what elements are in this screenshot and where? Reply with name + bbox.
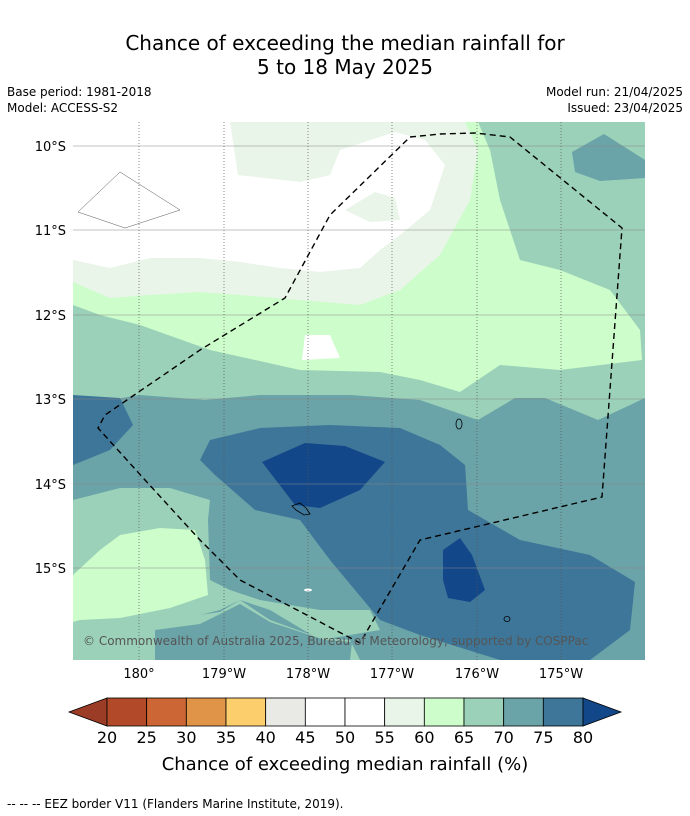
island-outline (291, 502, 311, 516)
lat-label: 15°S (35, 562, 66, 577)
colorbar-tick-label: 55 (374, 728, 394, 747)
lat-label: 12°S (35, 309, 66, 324)
colorbar-segment (542, 697, 584, 727)
band-60-65-sw (73, 528, 208, 622)
colorbar-tick-label: 35 (216, 728, 236, 747)
island-outline (455, 418, 463, 430)
colorbar-segment (265, 697, 306, 727)
colorbar-segment (463, 697, 505, 727)
model-name: Model: ACCESS-S2 (7, 101, 119, 115)
lon-labels: 180° 179°W 178°W 177°W 176°W 175°W (123, 667, 583, 682)
colorbar-segment (146, 697, 187, 727)
patch-80-southeast (443, 538, 485, 602)
map-area: © Commonwealth of Australia 2025, Bureau… (73, 122, 645, 660)
lat-label: 11°S (35, 224, 66, 239)
title-line-2: 5 to 18 May 2025 (257, 55, 433, 79)
colorbar-tick-label: 40 (255, 728, 275, 747)
meta-left: Base period: 1981-2018 Model: ACCESS-S2 (7, 84, 152, 116)
colorbar-segment (304, 697, 346, 727)
colorbar-tick-label: 45 (295, 728, 315, 747)
lon-label: 180° (123, 667, 154, 682)
colorbar-arrow-low (67, 697, 108, 727)
issued-date: Issued: 23/04/2025 (567, 101, 683, 115)
patch-55-60-center (345, 192, 400, 222)
band-45-55 (73, 122, 445, 272)
meta-right: Model run: 21/04/2025 Issued: 23/04/2025 (546, 84, 683, 116)
colorbar-segment (503, 697, 544, 727)
colorbar-segment (344, 697, 386, 727)
band-70-75-south (155, 604, 352, 660)
lat-label: 10°S (35, 140, 66, 155)
lon-label: 178°W (286, 667, 330, 682)
lat-labels: 10°S 11°S 12°S 13°S 14°S 15°S (35, 140, 66, 577)
colorbar-tick-label: 65 (454, 728, 474, 747)
colorbar-segment (225, 697, 267, 727)
colorbar-tick-label: 30 (176, 728, 196, 747)
lon-label: 176°W (455, 667, 499, 682)
colorbar: 20 25 30 35 40 45 50 55 60 65 70 75 80 (67, 697, 623, 747)
colorbar-tick-label: 20 (97, 728, 117, 747)
chart-title: Chance of exceeding the median rainfall … (0, 31, 690, 79)
colorbar-tick-label: 50 (335, 728, 355, 747)
colorbar-segment (106, 697, 148, 727)
eez-footnote: -- -- -- EEZ border V11 (Flanders Marine… (7, 797, 344, 811)
colorbar-tick-label: 75 (533, 728, 553, 747)
lon-label: 175°W (539, 667, 583, 682)
patch-80-center (262, 443, 385, 508)
colorbar-segment (185, 697, 227, 727)
colorbar-segment (423, 697, 465, 727)
lon-label: 179°W (202, 667, 246, 682)
colorbar-segment (384, 697, 425, 727)
copyright-text: © Commonwealth of Australia 2025, Bureau… (83, 634, 588, 648)
lat-label: 14°S (35, 478, 66, 493)
base-period: Base period: 1981-2018 (7, 85, 152, 99)
colorbar-tick-label: 25 (136, 728, 156, 747)
title-line-1: Chance of exceeding the median rainfall … (125, 31, 565, 55)
colorbar-tick-label: 60 (414, 728, 434, 747)
island-outline (503, 616, 511, 622)
colorbar-arrow-high (582, 697, 623, 727)
model-run: Model run: 21/04/2025 (545, 85, 683, 99)
patch-75-80-west (73, 395, 133, 465)
lon-label: 177°W (370, 667, 414, 682)
lat-label: 13°S (35, 393, 66, 408)
colorbar-label: Chance of exceeding median rainfall (%) (161, 754, 529, 775)
contour-nw (77, 171, 181, 229)
colorbar-tick-label: 80 (573, 728, 593, 747)
colorbar-tick-label: 70 (493, 728, 513, 747)
patch-white-small (302, 335, 340, 360)
latitude-gridlines (73, 145, 645, 569)
